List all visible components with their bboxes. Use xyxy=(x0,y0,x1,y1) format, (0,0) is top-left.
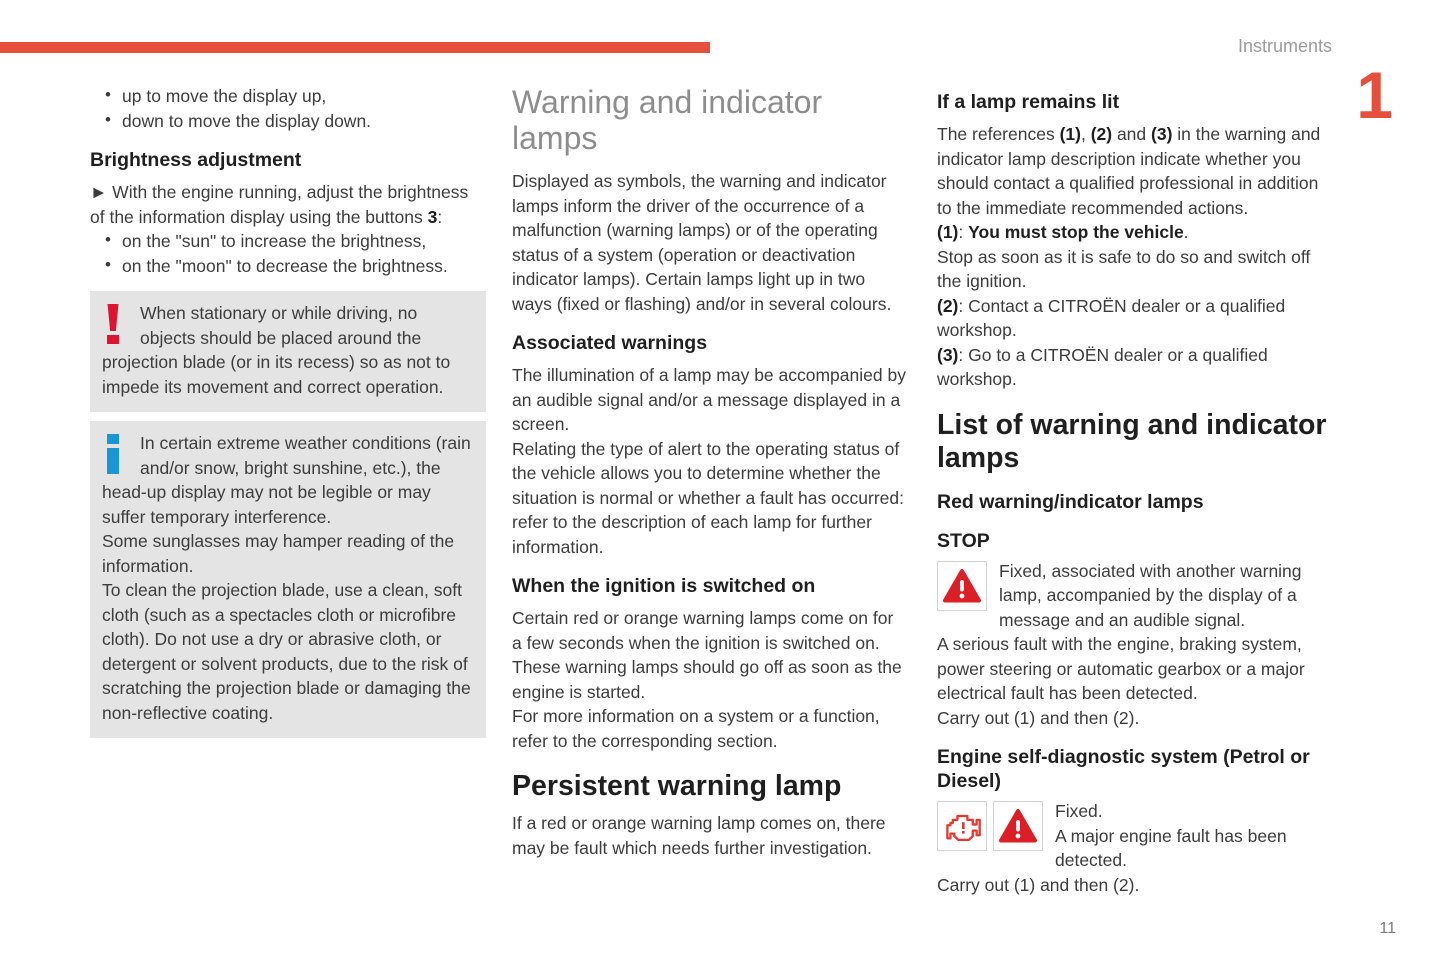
info-note-text: In certain extreme weather conditions (r… xyxy=(102,433,471,723)
warning-triangle-icon xyxy=(937,560,987,611)
warning-exclamation-icon xyxy=(102,304,124,344)
brightness-paragraph: ► With the engine running, adjust the br… xyxy=(90,182,469,227)
brightness-adjustment-heading: Brightness adjustment xyxy=(90,149,302,171)
display-move-bullet-list: up to move the display up, down to move … xyxy=(90,83,486,134)
list-item: down to move the display down. xyxy=(105,108,486,134)
warning-note-box: When stationary or while driving, no obj… xyxy=(90,291,486,412)
stop-paragraph: Fixed, associated with another warning l… xyxy=(937,560,1305,728)
warning-lamps-intro: Displayed as symbols, the warning and in… xyxy=(512,171,892,314)
chapter-number: 1 xyxy=(1356,58,1393,132)
warning-note-text: When stationary or while driving, no obj… xyxy=(102,303,451,397)
red-lamps-heading: Red warning/indicator lamps xyxy=(937,490,1204,513)
warning-triangle-icon xyxy=(993,801,1043,851)
right-column: If a lamp remains lit The references (1)… xyxy=(937,84,1331,897)
persistent-warning-lamp-paragraph: If a red or orange warning lamp comes on… xyxy=(512,813,886,858)
section-label: Instruments xyxy=(1237,36,1332,56)
stop-lamp-block: Fixed, associated with another warning l… xyxy=(937,559,1331,731)
associated-warnings-heading: Associated warnings xyxy=(512,332,708,354)
ignition-heading: When the ignition is switched on xyxy=(512,575,816,597)
check-engine-icon xyxy=(937,801,987,851)
references-paragraph: The references (1), (2) and (3) in the w… xyxy=(937,124,1321,389)
middle-column: Warning and indicator lamps Displayed as… xyxy=(512,84,906,860)
left-column: up to move the display up, down to move … xyxy=(90,83,486,738)
engine-lamp-icons xyxy=(937,801,1043,851)
info-icon xyxy=(102,434,124,474)
engine-lamp-block: Fixed. A major engine fault has been det… xyxy=(937,799,1331,897)
info-note-box: In certain extreme weather conditions (r… xyxy=(90,421,486,738)
associated-warnings-paragraph: The illumination of a lamp may be accomp… xyxy=(512,365,906,557)
list-item: up to move the display up, xyxy=(105,83,486,109)
list-of-lamps-heading: List of warning and indicator lamps xyxy=(937,408,1327,474)
brightness-bullet-list: on the "sun" to increase the brightness,… xyxy=(90,228,486,279)
list-item: on the "sun" to increase the brightness, xyxy=(105,228,486,254)
accent-top-bar xyxy=(0,42,710,53)
persistent-warning-lamp-heading: Persistent warning lamp xyxy=(512,770,842,802)
content-columns: up to move the display up, down to move … xyxy=(90,83,1331,897)
ignition-paragraph: Certain red or orange warning lamps come… xyxy=(512,608,902,751)
warning-lamps-title: Warning and indicator lamps xyxy=(512,84,823,156)
stop-heading: STOP xyxy=(937,529,990,552)
page-number: 11 xyxy=(1379,920,1396,937)
list-item: on the "moon" to decrease the brightness… xyxy=(105,253,486,279)
engine-diagnostic-heading: Engine self-diagnostic system (Petrol or… xyxy=(937,746,1310,792)
lamp-remains-lit-heading: If a lamp remains lit xyxy=(937,91,1120,113)
engine-paragraph: Fixed. A major engine fault has been det… xyxy=(937,801,1287,895)
